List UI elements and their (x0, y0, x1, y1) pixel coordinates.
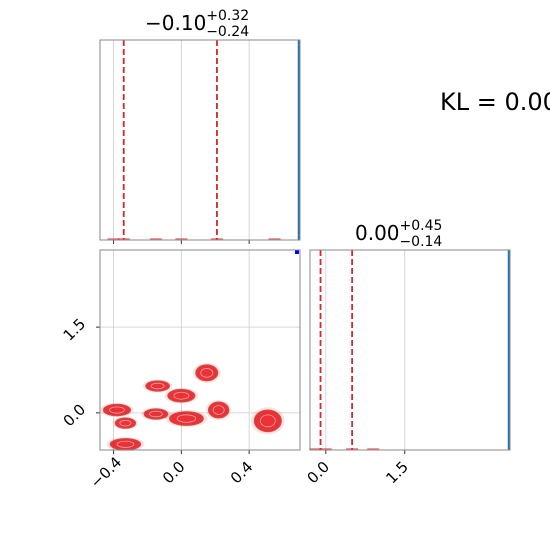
tick-label-y: 0.0 (60, 401, 90, 431)
param2-title: 0.00+0.45 −0.14 (355, 218, 442, 250)
tick-label-y: 1.5 (60, 315, 90, 345)
marginal-panel-param2: 0.0 1.5 (303, 249, 511, 488)
posterior-blob (142, 379, 173, 393)
posterior-blob (193, 362, 221, 383)
tick-label-x: 0.0 (303, 458, 333, 488)
tick-label-x: 0.0 (159, 458, 189, 488)
posterior-blob (106, 437, 145, 452)
marginal-frame-param1 (99, 39, 301, 241)
posterior-blob (250, 407, 285, 435)
posterior-blob (164, 387, 199, 404)
tick-label-x: 1.5 (382, 458, 412, 488)
posterior-blob (100, 402, 134, 418)
kl-annotation: KL = 0.00 (440, 88, 550, 116)
marginal-frame-param2 (309, 249, 511, 451)
posterior-blob (165, 410, 208, 428)
truth-point (295, 250, 299, 254)
tick-label-x: 0.4 (227, 458, 257, 488)
param1-title: −0.10+0.32 −0.24 (145, 8, 249, 40)
tick-label-x: −0.4 (87, 453, 125, 491)
posterior-blob (205, 400, 232, 420)
posterior-blob (112, 416, 139, 430)
joint-frame (99, 249, 301, 451)
titles: −0.10+0.32 −0.24 0.00+0.45 −0.14 (145, 8, 442, 250)
joint-panel: −0.4 0.0 0.4 0.0 1.5 (60, 249, 301, 492)
posterior-blob (141, 407, 171, 421)
marginal-panel-param1 (99, 39, 301, 244)
